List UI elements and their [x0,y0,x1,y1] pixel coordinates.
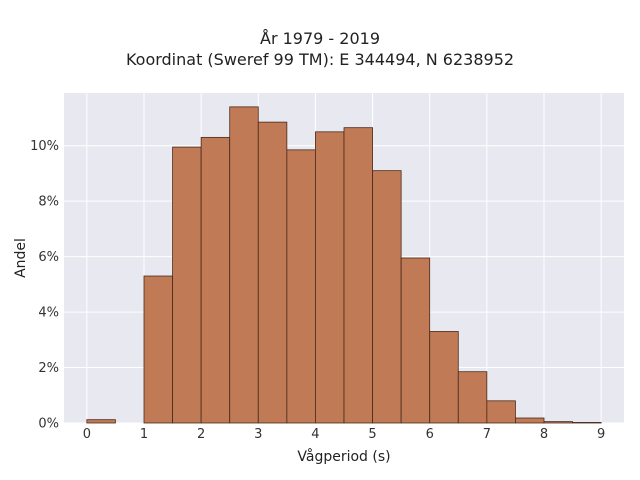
y-tick-labels: 0% 2% 4% 6% 8% 10% [30,139,59,431]
histogram-bar [372,170,402,424]
bars [86,106,602,424]
chart-title: År 1979 - 2019 [260,29,380,48]
y-tick-label: 4% [38,306,59,321]
y-tick-label: 10% [30,139,59,154]
histogram-bar [400,257,431,424]
chart-subtitle: Koordinat (Sweref 99 TM): E 344494, N 62… [125,50,515,69]
histogram-bar [229,106,259,424]
histogram-bar [172,146,202,424]
x-tick-label: 2 [197,427,205,442]
x-tick-label: 9 [597,427,605,442]
histogram-bar [86,419,116,424]
x-tick-label: 6 [426,427,434,442]
x-tick-labels: 0 1 2 3 4 5 6 7 8 9 [83,427,606,442]
x-tick-label: 8 [540,427,548,442]
x-tick-label: 4 [311,427,319,442]
histogram-bar [486,400,516,424]
x-tick-label: 3 [254,427,262,442]
histogram-bar [543,421,573,424]
x-tick-label: 1 [140,427,148,442]
y-tick-label: 6% [38,250,59,265]
x-tick-label: 0 [83,427,91,442]
chart-title-block: År 1979 - 2019 Koordinat (Sweref 99 TM):… [0,28,640,70]
histogram-bar [286,149,316,424]
histogram-bar [343,127,373,424]
histogram-bar [257,121,288,424]
x-axis-title: Vågperiod (s) [297,448,390,465]
histogram-bar [515,417,545,424]
histogram-bar [457,371,488,424]
x-tick-label: 7 [483,427,491,442]
y-axis-title: Andel [13,238,29,278]
histogram-bar [143,275,173,424]
histogram-bar [429,331,459,424]
histogram-bar [572,422,602,424]
y-tick-label: 8% [38,195,59,210]
x-tick-label: 5 [368,427,376,442]
y-tick-label: 0% [38,417,59,432]
histogram-bar [315,131,345,424]
y-tick-label: 2% [38,361,59,376]
histogram-bar [200,136,231,424]
